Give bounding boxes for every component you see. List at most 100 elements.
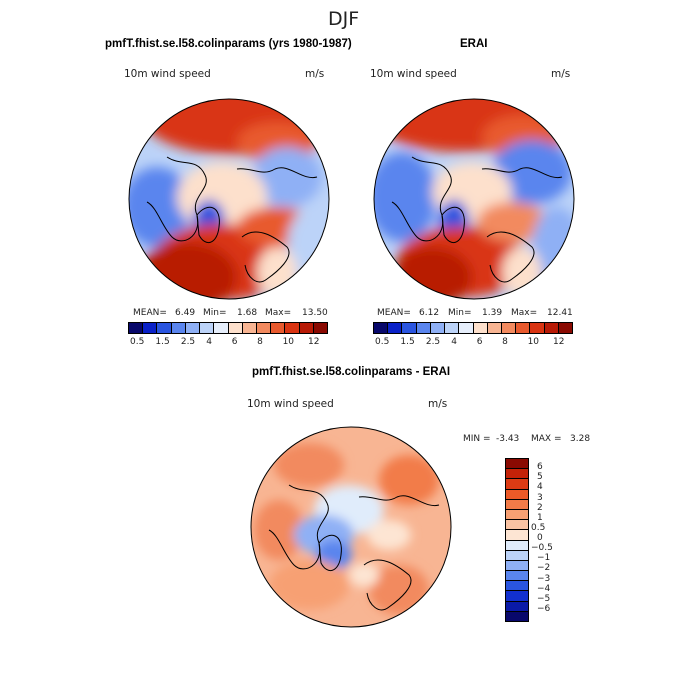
colorbar-tick-label: 10 bbox=[282, 337, 295, 347]
diff-min-label: MIN = bbox=[463, 434, 491, 444]
diff-max-value: 3.28 bbox=[570, 434, 591, 444]
colorbar-swatch bbox=[242, 323, 257, 333]
diff-variable-label: 10m wind speed bbox=[247, 398, 334, 410]
obs-variable-label: 10m wind speed bbox=[370, 68, 457, 80]
colorbar-tick-label: 2.5 bbox=[425, 337, 441, 347]
obs-units-label: m/s bbox=[551, 68, 571, 80]
colorbar-tick-label: 10 bbox=[527, 337, 540, 347]
colorbar-tick-label: 1.5 bbox=[400, 337, 415, 347]
colorbar-swatch bbox=[506, 550, 528, 561]
colorbar-tick-label: 12 bbox=[553, 337, 565, 347]
colorbar-tick-label: 4 bbox=[206, 337, 213, 347]
colorbar-swatch bbox=[530, 323, 545, 333]
colorbar-tick-label: 6 bbox=[537, 462, 543, 473]
colorbar-tick-label: −6 bbox=[537, 603, 551, 614]
colorbar-swatch bbox=[473, 323, 488, 333]
colorbar-tick-label: −1 bbox=[537, 553, 551, 564]
colorbar-swatch bbox=[459, 323, 474, 333]
colorbar-swatch bbox=[299, 323, 314, 333]
colorbar-swatch bbox=[506, 611, 528, 621]
colorbar-swatch bbox=[185, 323, 201, 333]
obs-min-label: Min= bbox=[448, 308, 472, 318]
colorbar-swatch bbox=[129, 323, 144, 333]
diff-panel-title: pmfT.fhist.se.l58.colinparams - ERAI bbox=[252, 366, 451, 378]
colorbar-swatch bbox=[516, 323, 531, 333]
obs-max-value: 12.41 bbox=[547, 308, 573, 318]
colorbar-tick-label: 12 bbox=[308, 337, 320, 347]
colorbar-swatch bbox=[506, 479, 528, 490]
colorbar-tick-label: 1 bbox=[537, 512, 543, 523]
colorbar-swatch bbox=[506, 571, 528, 582]
colorbar-swatch bbox=[228, 323, 243, 333]
colorbar-swatch bbox=[506, 499, 528, 510]
colorbar-swatch bbox=[402, 323, 417, 333]
colorbar-tick-label: −5 bbox=[537, 593, 551, 604]
colorbar-tick-label: 3 bbox=[537, 492, 543, 503]
colorbar-swatch bbox=[544, 323, 559, 333]
colorbar-swatch bbox=[487, 323, 502, 333]
colorbar-swatch bbox=[388, 323, 403, 333]
obs-panel-title: ERAI bbox=[460, 38, 488, 50]
colorbar-tick-label: 0.5 bbox=[531, 522, 546, 533]
colorbar-tick-label: 8 bbox=[502, 337, 508, 347]
colorbar-swatch bbox=[501, 323, 517, 333]
colorbar-swatch bbox=[506, 581, 528, 592]
model-panel-title: pmfT.fhist.se.l58.colinparams (yrs 1980-… bbox=[105, 38, 352, 50]
colorbar-swatch bbox=[143, 323, 158, 333]
diff-polar-map bbox=[250, 426, 452, 628]
colorbar-swatch bbox=[171, 323, 186, 333]
obs-max-label: Max= bbox=[511, 308, 538, 318]
colorbar-tick-label: 8 bbox=[257, 337, 263, 347]
model-max-label: Max= bbox=[265, 308, 292, 318]
colorbar-tick-label: −4 bbox=[537, 583, 551, 594]
model-min-value: 1.68 bbox=[237, 308, 258, 318]
colorbar-swatch bbox=[416, 323, 431, 333]
colorbar-tick-label: −2 bbox=[537, 563, 551, 574]
diff-colorbar bbox=[505, 458, 529, 622]
obs-mean-label: MEAN= bbox=[377, 308, 411, 318]
colorbar-tick-label: 1.5 bbox=[155, 337, 170, 347]
model-mean-label: MEAN= bbox=[133, 308, 167, 318]
diff-units-label: m/s bbox=[428, 398, 448, 410]
colorbar-swatch bbox=[506, 530, 528, 541]
colorbar-swatch bbox=[506, 560, 528, 572]
colorbar-tick-label: 5 bbox=[537, 472, 543, 483]
colorbar-swatch bbox=[430, 323, 446, 333]
colorbar-swatch bbox=[506, 489, 528, 500]
colorbar-swatch bbox=[200, 323, 215, 333]
colorbar-swatch bbox=[506, 540, 528, 551]
colorbar-swatch bbox=[214, 323, 229, 333]
colorbar-swatch bbox=[506, 459, 528, 470]
colorbar-tick-label: 0.5 bbox=[375, 337, 390, 347]
colorbar-tick-label: 6 bbox=[476, 337, 483, 347]
diff-min-value: -3.43 bbox=[496, 434, 520, 444]
obs-min-value: 1.39 bbox=[482, 308, 503, 318]
model-min-label: Min= bbox=[203, 308, 227, 318]
colorbar-swatch bbox=[506, 601, 528, 612]
colorbar-swatch bbox=[256, 323, 272, 333]
diff-max-label: MAX = bbox=[531, 434, 562, 444]
colorbar-swatch bbox=[506, 469, 528, 480]
model-mean-value: 6.49 bbox=[175, 308, 196, 318]
colorbar-tick-label: −3 bbox=[537, 573, 551, 584]
colorbar-tick-label: −0.5 bbox=[531, 543, 553, 554]
colorbar-swatch bbox=[374, 323, 389, 333]
colorbar-swatch bbox=[506, 591, 528, 602]
obs-colorbar bbox=[373, 322, 573, 334]
model-max-value: 13.50 bbox=[302, 308, 328, 318]
model-polar-map bbox=[128, 98, 330, 300]
colorbar-swatch bbox=[506, 520, 528, 531]
figure-suptitle: DJF bbox=[328, 8, 360, 30]
model-variable-label: 10m wind speed bbox=[124, 68, 211, 80]
colorbar-tick-label: 4 bbox=[451, 337, 458, 347]
colorbar-swatch bbox=[157, 323, 172, 333]
colorbar-swatch bbox=[558, 323, 573, 333]
colorbar-swatch bbox=[271, 323, 286, 333]
obs-mean-value: 6.12 bbox=[419, 308, 440, 318]
colorbar-swatch bbox=[313, 323, 328, 333]
obs-polar-map bbox=[373, 98, 575, 300]
colorbar-tick-label: 6 bbox=[231, 337, 238, 347]
colorbar-swatch bbox=[445, 323, 460, 333]
model-units-label: m/s bbox=[305, 68, 325, 80]
